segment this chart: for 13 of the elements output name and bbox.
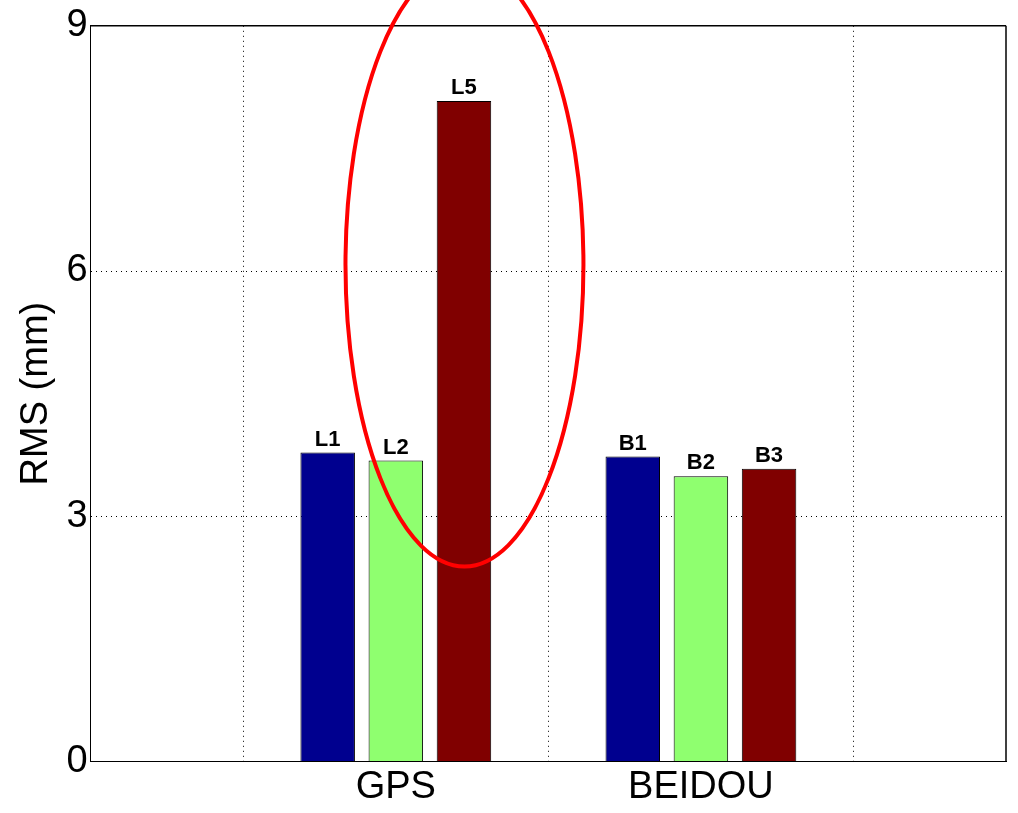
annotation: B1 bbox=[618, 429, 647, 455]
y-tick-label: 3 bbox=[66, 492, 88, 535]
y-axis-title: RMS (mm) bbox=[13, 301, 56, 486]
annotation: B3 bbox=[754, 441, 784, 467]
x-tick-label: BEIDOU bbox=[628, 763, 774, 806]
annotation: L1 bbox=[314, 425, 341, 451]
y-tick-label: 6 bbox=[66, 247, 88, 290]
annotation: B2 bbox=[686, 449, 715, 475]
y-tick-label: 0 bbox=[66, 737, 88, 780]
x-tick-label: GPS bbox=[355, 763, 436, 806]
annotation: L2 bbox=[382, 433, 409, 459]
y-tick-label: 9 bbox=[66, 2, 88, 45]
annotation: L5 bbox=[451, 74, 477, 100]
